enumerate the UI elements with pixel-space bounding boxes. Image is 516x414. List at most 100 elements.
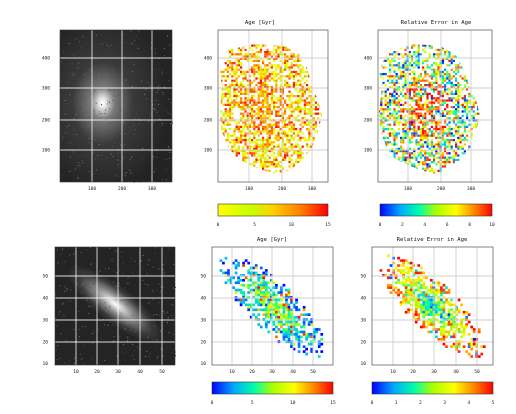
map-cell xyxy=(462,330,466,334)
noise-speck xyxy=(91,333,93,335)
map-pixel xyxy=(380,90,383,93)
noise-speck xyxy=(107,324,109,326)
noise-speck xyxy=(115,277,117,279)
map-pixel xyxy=(324,165,326,167)
map-pixel xyxy=(477,139,480,142)
map-pixel xyxy=(248,147,251,150)
map-cell xyxy=(267,313,271,317)
map-cell xyxy=(414,271,418,275)
map-pixel xyxy=(408,110,411,113)
map-pixel xyxy=(452,139,455,142)
map-pixel xyxy=(270,97,273,100)
noise-speck xyxy=(61,130,63,132)
map-pixel xyxy=(301,86,304,89)
map-pixel xyxy=(444,99,447,102)
map-pixel xyxy=(386,75,389,78)
noise-speck xyxy=(120,312,122,314)
map-pixel xyxy=(226,110,229,113)
map-cell xyxy=(412,296,416,299)
map-cell xyxy=(252,288,256,292)
map-pixel xyxy=(257,77,260,80)
map-pixel xyxy=(395,134,398,137)
map-cell xyxy=(277,291,281,294)
map-pixel xyxy=(237,106,240,109)
map-cell xyxy=(287,293,291,297)
map-pixel xyxy=(430,99,433,102)
map-pixel xyxy=(413,156,416,159)
map-cell xyxy=(295,298,298,302)
noise-speck xyxy=(158,314,160,316)
map-pixel xyxy=(253,121,256,124)
map-pixel xyxy=(384,59,387,62)
noise-speck xyxy=(160,330,162,332)
map-pixel xyxy=(424,134,427,137)
map-pixel xyxy=(310,125,313,128)
map-pixel xyxy=(220,172,223,174)
map-pixel xyxy=(419,75,422,78)
map-pixel xyxy=(382,110,385,113)
map-pixel xyxy=(319,68,322,71)
map-pixel xyxy=(435,88,438,91)
top-age-title: Age [Gyr] xyxy=(245,20,275,26)
top-error-ytick-2: 300 xyxy=(364,86,373,92)
map-cell xyxy=(467,345,471,348)
map-pixel xyxy=(382,174,384,176)
map-pixel xyxy=(301,132,304,135)
map-pixel xyxy=(257,86,260,89)
map-pixel xyxy=(279,70,282,73)
map-pixel xyxy=(479,112,480,115)
map-cell xyxy=(237,288,240,292)
map-cell xyxy=(285,298,288,302)
map-cell xyxy=(272,323,276,326)
map-cell xyxy=(290,328,293,331)
map-pixel xyxy=(459,90,462,93)
noise-speck xyxy=(125,304,127,306)
map-pixel xyxy=(468,95,471,98)
map-cell xyxy=(424,276,428,280)
map-pixel xyxy=(270,95,273,98)
map-pixel xyxy=(448,158,451,161)
map-pixel xyxy=(262,147,265,150)
map-pixel xyxy=(463,123,466,126)
map-pixel xyxy=(379,92,381,95)
noise-speck xyxy=(113,281,115,283)
map-cell xyxy=(277,323,281,326)
map-pixel xyxy=(404,101,407,104)
map-pixel xyxy=(326,73,328,75)
map-pixel xyxy=(284,158,287,161)
map-pixel xyxy=(426,110,429,113)
map-pixel xyxy=(463,101,466,104)
map-pixel xyxy=(299,64,302,67)
map-pixel xyxy=(220,110,223,113)
map-pixel xyxy=(262,75,265,78)
map-pixel xyxy=(472,152,475,155)
noise-speck xyxy=(154,110,156,112)
noise-speck xyxy=(151,289,153,291)
map-cell xyxy=(259,281,263,285)
map-pixel xyxy=(433,154,436,157)
map-cell xyxy=(297,308,301,312)
noise-speck xyxy=(165,260,167,262)
map-pixel xyxy=(428,108,431,111)
map-pixel xyxy=(321,110,322,113)
map-pixel xyxy=(319,106,322,109)
map-pixel xyxy=(275,40,277,42)
map-pixel xyxy=(393,51,396,54)
map-cell xyxy=(307,335,311,339)
map-pixel xyxy=(433,101,436,104)
map-pixel xyxy=(428,110,431,113)
map-pixel xyxy=(424,68,427,71)
map-pixel xyxy=(253,114,256,117)
map-pixel xyxy=(251,125,254,128)
map-pixel xyxy=(446,158,449,161)
map-pixel xyxy=(286,117,289,120)
map-cell xyxy=(290,298,293,302)
map-pixel xyxy=(402,75,405,78)
map-cell xyxy=(417,281,421,285)
map-pixel xyxy=(268,161,271,164)
map-pixel xyxy=(235,73,238,76)
map-pixel xyxy=(400,90,403,93)
map-cell xyxy=(440,288,443,292)
noise-speck xyxy=(93,110,95,112)
map-pixel xyxy=(317,46,320,49)
